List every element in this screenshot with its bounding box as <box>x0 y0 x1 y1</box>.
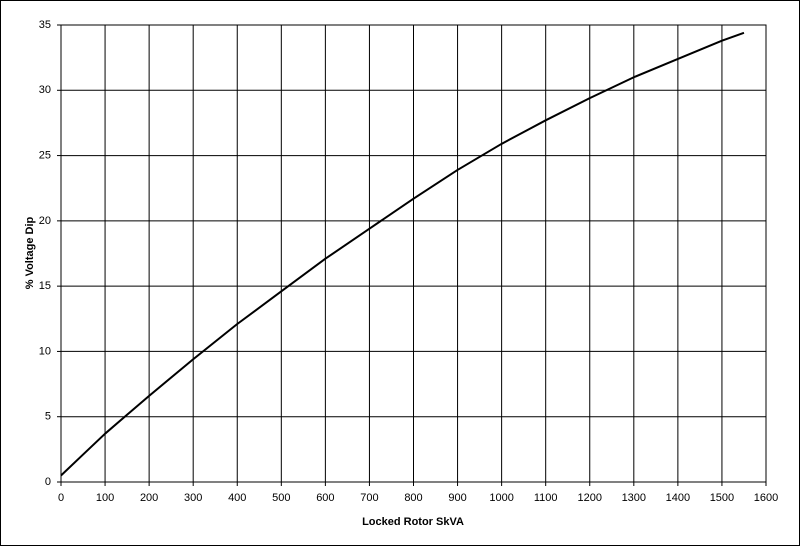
y-tick-label: 0 <box>45 476 51 488</box>
x-tick-label: 1600 <box>754 492 778 504</box>
y-tick-label: 30 <box>39 84 51 96</box>
x-tick-label: 100 <box>96 492 114 504</box>
x-tick-label: 900 <box>448 492 466 504</box>
x-tick-label: 500 <box>272 492 290 504</box>
x-axis-title: Locked Rotor SkVA <box>362 516 464 528</box>
x-tick-label: 0 <box>58 492 64 504</box>
y-tick-label: 5 <box>45 411 51 423</box>
x-tick-label: 1000 <box>489 492 513 504</box>
x-tick-label: 1400 <box>666 492 690 504</box>
y-tick-label: 15 <box>39 280 51 292</box>
y-tick-label: 25 <box>39 149 51 161</box>
x-tick-label: 800 <box>404 492 422 504</box>
y-tick-label: 20 <box>39 215 51 227</box>
y-tick-label: 35 <box>39 19 51 31</box>
y-axis-title: % Voltage Dip <box>24 216 36 289</box>
x-tick-label: 1300 <box>622 492 646 504</box>
x-tick-label: 1500 <box>710 492 734 504</box>
x-tick-label: 1100 <box>534 492 558 504</box>
x-tick-label: 1200 <box>578 492 602 504</box>
data-line <box>60 31 745 477</box>
x-tick-label: 600 <box>316 492 334 504</box>
y-tick-label: 10 <box>39 345 51 357</box>
x-tick-label: 700 <box>360 492 378 504</box>
x-tick-label: 300 <box>184 492 202 504</box>
x-tick-label: 200 <box>140 492 158 504</box>
x-tick-label: 400 <box>228 492 246 504</box>
